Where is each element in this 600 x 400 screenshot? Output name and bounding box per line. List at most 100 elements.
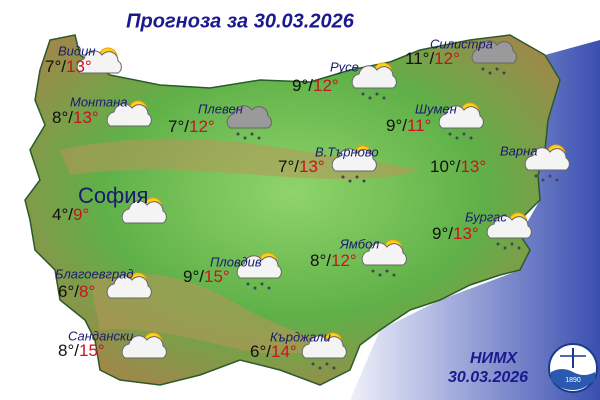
city-name: Ямбол: [339, 236, 380, 251]
rain-drop: [469, 136, 473, 140]
city-name: Русе: [330, 59, 359, 74]
temp-high: 13°: [73, 108, 99, 127]
rain-drop: [496, 242, 500, 246]
temp-high: 13°: [453, 224, 479, 243]
temperature: 6°/8°: [58, 282, 95, 301]
logo: 1890: [548, 343, 598, 393]
temp-high: 9°: [73, 205, 89, 224]
rain-drop: [341, 175, 345, 179]
cloud: [361, 242, 407, 266]
temp-high: 12°: [331, 251, 357, 270]
temperature: 7°/12°: [168, 117, 215, 136]
rain-drop: [362, 179, 366, 183]
temp-low: 6°/: [250, 342, 271, 361]
cloud: [106, 275, 152, 299]
temperature: 9°/12°: [292, 76, 339, 95]
temp-high: 13°: [460, 157, 486, 176]
city-name: Варна: [500, 143, 538, 158]
rain-drop: [368, 96, 372, 100]
rain-drop: [385, 269, 389, 273]
rain-drop: [503, 246, 507, 250]
city-name: Плевен: [198, 101, 243, 116]
temperature: 4°/9°: [52, 205, 89, 224]
temp-low: 7°/: [168, 117, 189, 136]
cloud: [351, 65, 397, 89]
logo-wave: [551, 369, 595, 390]
rain-drop: [267, 286, 271, 290]
temp-high: 14°: [271, 342, 297, 361]
cloud: [486, 215, 532, 239]
weather-icon: [524, 144, 570, 182]
city-name: Пловдив: [210, 254, 262, 269]
weather-icon: [121, 197, 167, 224]
temp-high: 12°: [189, 117, 215, 136]
temperature: 8°/13°: [52, 108, 99, 127]
city-name: Кърджали: [270, 329, 331, 344]
rain-drop: [382, 96, 386, 100]
weather-icon: [471, 40, 517, 75]
weather-icon: [226, 105, 272, 140]
temp-low: 9°/: [386, 116, 407, 135]
city-name: Силистра: [430, 36, 493, 51]
temperature: 9°/13°: [432, 224, 479, 243]
cloud: [236, 255, 282, 279]
rain-drop: [253, 286, 257, 290]
temp-low: 9°/: [432, 224, 453, 243]
cloud: [331, 148, 377, 172]
temp-high: 11°: [407, 116, 431, 135]
temp-low: 7°/: [45, 57, 66, 76]
cloud: [524, 147, 570, 171]
temp-high: 13°: [66, 57, 92, 76]
footer-date: 30.03.2026: [448, 369, 528, 386]
mountains: [60, 138, 420, 354]
temp-high: 15°: [204, 267, 230, 286]
rain-drop: [510, 242, 514, 246]
cloud: [226, 105, 272, 129]
temp-low: 4°/: [52, 205, 73, 224]
city-name: София: [78, 183, 148, 208]
weather-icon: [438, 102, 484, 140]
city-name: Монтана: [70, 94, 128, 109]
rain-drop: [378, 273, 382, 277]
rain-drop: [502, 71, 506, 75]
temp-low: 8°/: [310, 251, 331, 270]
rain-drop: [318, 366, 322, 370]
rain-drop: [311, 362, 315, 366]
weather-icon: [351, 62, 397, 100]
cloud: [76, 50, 122, 74]
weather-icon: [76, 47, 122, 74]
weather-icon: [301, 332, 347, 370]
rain-drop: [517, 246, 521, 250]
temperature: 7°/13°: [45, 57, 92, 76]
weather-icon: [106, 272, 152, 299]
cloud: [106, 103, 152, 127]
temp-high: 13°: [299, 157, 325, 176]
temp-high: 12°: [313, 76, 339, 95]
city-name: Бургас: [465, 209, 507, 224]
rain-drop: [541, 178, 545, 182]
rain-drop: [375, 92, 379, 96]
temperature: 11°/12°: [405, 49, 460, 68]
rain-drop: [236, 132, 240, 136]
cloud: [121, 200, 167, 224]
temp-high: 12°: [434, 49, 460, 68]
weather-icon: [236, 252, 282, 290]
rain-drop: [355, 175, 359, 179]
temperature: 9°/15°: [183, 267, 230, 286]
rain-drop: [325, 362, 329, 366]
temp-low: 6°/: [58, 282, 79, 301]
weather-icon: [106, 100, 152, 127]
weather-icon: [361, 239, 407, 277]
rain-drop: [257, 136, 261, 140]
temperature: 8°/15°: [58, 341, 105, 360]
weather-icon: [486, 212, 532, 250]
temperature: 10°/13°: [430, 157, 486, 176]
city-name: Благоевград: [55, 266, 134, 281]
rain-drop: [361, 92, 365, 96]
title: Прогноза за 30.03.2026: [126, 10, 355, 32]
sea: [350, 40, 600, 400]
temperature: 8°/12°: [310, 251, 357, 270]
rain-drop: [243, 136, 247, 140]
